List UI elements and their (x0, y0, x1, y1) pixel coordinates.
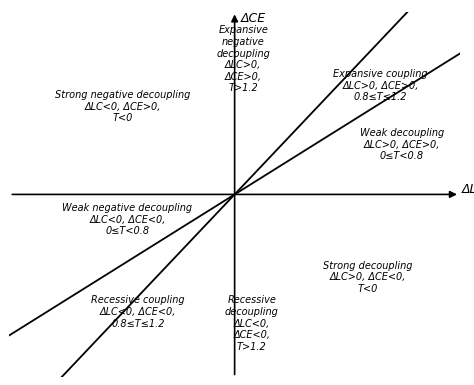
Text: Expansive coupling
ΔLC>0, ΔCE>0,
0.8≤T≤1.2: Expansive coupling ΔLC>0, ΔCE>0, 0.8≤T≤1… (333, 69, 428, 102)
Text: Expansive
negative
decoupling
ΔLC>0,
ΔCE>0,
T>1.2: Expansive negative decoupling ΔLC>0, ΔCE… (216, 25, 270, 94)
Text: Weak negative decoupling
ΔLC<0, ΔCE<0,
0≤T<0.8: Weak negative decoupling ΔLC<0, ΔCE<0, 0… (63, 203, 192, 236)
Text: Weak decoupling
ΔLC>0, ΔCE>0,
0≤T<0.8: Weak decoupling ΔLC>0, ΔCE>0, 0≤T<0.8 (360, 128, 444, 161)
Text: Strong decoupling
ΔLC>0, ΔCE<0,
T<0: Strong decoupling ΔLC>0, ΔCE<0, T<0 (323, 261, 412, 294)
Text: ΔCE: ΔCE (241, 12, 266, 25)
Text: Recessive coupling
ΔLC<0, ΔCE<0,
0.8≤T≤1.2: Recessive coupling ΔLC<0, ΔCE<0, 0.8≤T≤1… (91, 295, 185, 329)
Text: ΔLC: ΔLC (462, 183, 474, 196)
Text: Strong negative decoupling
ΔLC<0, ΔCE>0,
T<0: Strong negative decoupling ΔLC<0, ΔCE>0,… (55, 90, 191, 123)
Text: Recessive
decoupling
ΔLC<0,
ΔCE<0,
T>1.2: Recessive decoupling ΔLC<0, ΔCE<0, T>1.2 (225, 295, 279, 352)
